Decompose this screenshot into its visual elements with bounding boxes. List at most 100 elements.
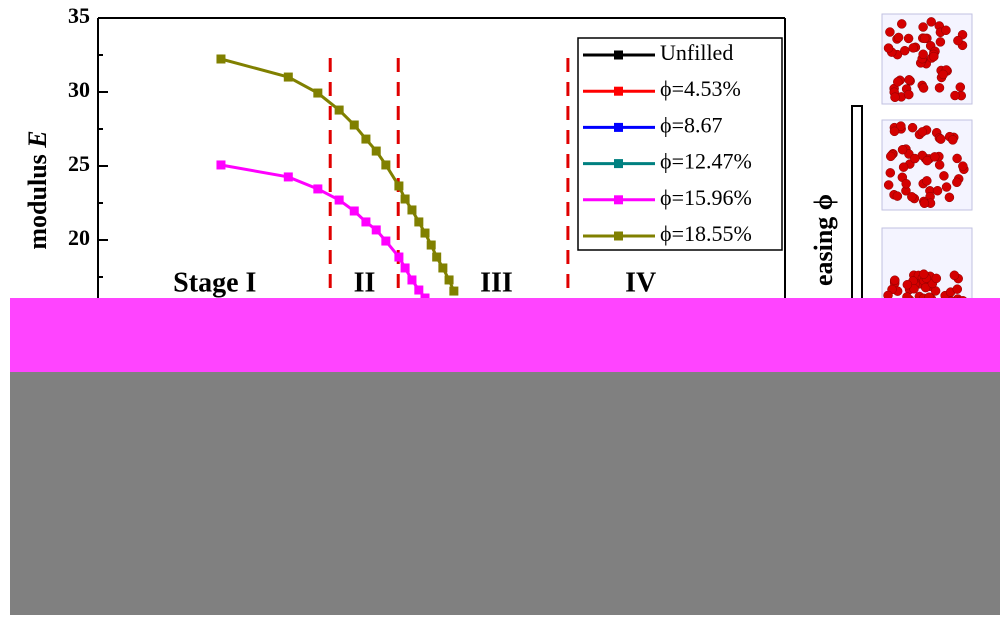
legend-marker bbox=[614, 232, 623, 241]
legend-label: ϕ=15.96% bbox=[660, 185, 752, 210]
data-point bbox=[401, 263, 410, 272]
data-point bbox=[216, 160, 225, 169]
y-axis-label-text: modulus bbox=[23, 154, 52, 249]
particle bbox=[953, 36, 962, 45]
particle bbox=[890, 276, 899, 285]
y-axis-label: modulus E bbox=[23, 130, 52, 249]
particle bbox=[919, 23, 928, 32]
stage-label: IV bbox=[625, 267, 656, 298]
particle bbox=[958, 162, 967, 171]
y-tick-label: 35 bbox=[68, 3, 90, 28]
legend-label: ϕ=18.55% bbox=[660, 221, 752, 246]
particle bbox=[886, 168, 895, 177]
data-point bbox=[372, 225, 381, 234]
particle bbox=[909, 43, 918, 52]
particle bbox=[918, 127, 927, 136]
data-point bbox=[445, 275, 454, 284]
particle bbox=[953, 285, 962, 294]
particle bbox=[950, 91, 959, 100]
particle bbox=[952, 178, 961, 187]
particle bbox=[908, 123, 917, 132]
stage-label: II bbox=[354, 267, 376, 298]
y-tick-label: 25 bbox=[68, 151, 90, 176]
side-label: easing ϕ bbox=[809, 194, 838, 286]
particle bbox=[932, 274, 941, 283]
overlay-block bbox=[10, 372, 1000, 615]
particle bbox=[897, 19, 906, 28]
particle bbox=[919, 50, 928, 59]
particle bbox=[893, 77, 902, 86]
particle bbox=[936, 135, 945, 144]
particle bbox=[935, 83, 944, 92]
legend-label: Unfilled bbox=[660, 40, 733, 65]
data-point bbox=[335, 106, 344, 115]
data-point bbox=[401, 195, 410, 204]
y-tick-label: 30 bbox=[68, 77, 90, 102]
data-point bbox=[414, 217, 423, 226]
particle bbox=[903, 280, 912, 289]
data-point bbox=[216, 54, 225, 63]
legend-marker bbox=[614, 159, 623, 168]
particle bbox=[902, 179, 911, 188]
data-point bbox=[449, 287, 458, 296]
overlay-band bbox=[10, 298, 1000, 372]
data-point bbox=[394, 181, 403, 190]
particle bbox=[922, 176, 931, 185]
legend-label: ϕ=4.53% bbox=[660, 76, 741, 101]
particle bbox=[920, 34, 929, 43]
particle bbox=[945, 193, 954, 202]
particle bbox=[920, 199, 929, 208]
particle-images bbox=[882, 14, 972, 322]
data-point bbox=[284, 172, 293, 181]
side-arrow bbox=[852, 106, 862, 306]
particle bbox=[919, 84, 928, 93]
data-point bbox=[350, 121, 359, 130]
particle bbox=[898, 145, 907, 154]
particle bbox=[890, 127, 899, 136]
particle bbox=[890, 93, 899, 102]
particle bbox=[905, 75, 914, 84]
data-point bbox=[372, 147, 381, 156]
stage-label: Stage I bbox=[173, 267, 256, 298]
particle bbox=[941, 26, 950, 35]
data-point bbox=[350, 206, 359, 215]
data-point bbox=[313, 184, 322, 193]
particle bbox=[904, 34, 913, 43]
particle bbox=[894, 33, 903, 42]
data-point bbox=[438, 263, 447, 272]
particle bbox=[935, 160, 944, 169]
legend-box bbox=[578, 38, 782, 250]
legend-marker bbox=[614, 51, 623, 60]
particle bbox=[953, 154, 962, 163]
particle bbox=[884, 44, 893, 53]
particle bbox=[939, 171, 948, 180]
data-point bbox=[361, 135, 370, 144]
particle bbox=[884, 180, 893, 189]
legend-marker bbox=[614, 123, 623, 132]
particle bbox=[886, 152, 895, 161]
particle bbox=[939, 70, 948, 79]
particle bbox=[927, 17, 936, 26]
y-tick-label: 20 bbox=[68, 225, 90, 250]
series-line bbox=[221, 59, 454, 291]
data-point bbox=[361, 217, 370, 226]
particle bbox=[956, 83, 965, 92]
y-axis-label-var: E bbox=[23, 130, 52, 148]
particle bbox=[930, 152, 939, 161]
legend-label: ϕ=8.67 bbox=[660, 112, 723, 137]
legend-label: ϕ=12.47% bbox=[660, 149, 752, 174]
data-point bbox=[432, 253, 441, 262]
data-point bbox=[407, 205, 416, 214]
data-point bbox=[407, 275, 416, 284]
data-point bbox=[414, 286, 423, 295]
legend-marker bbox=[614, 195, 623, 204]
data-point bbox=[421, 229, 430, 238]
chart: modulus E easing ϕ 20253035Stage IIIIIII… bbox=[0, 0, 1000, 642]
particle bbox=[893, 192, 902, 201]
data-point bbox=[284, 73, 293, 82]
particle bbox=[904, 90, 913, 99]
particle bbox=[933, 186, 942, 195]
particle bbox=[942, 183, 951, 192]
particle bbox=[948, 135, 957, 144]
stage-label: III bbox=[480, 267, 513, 298]
